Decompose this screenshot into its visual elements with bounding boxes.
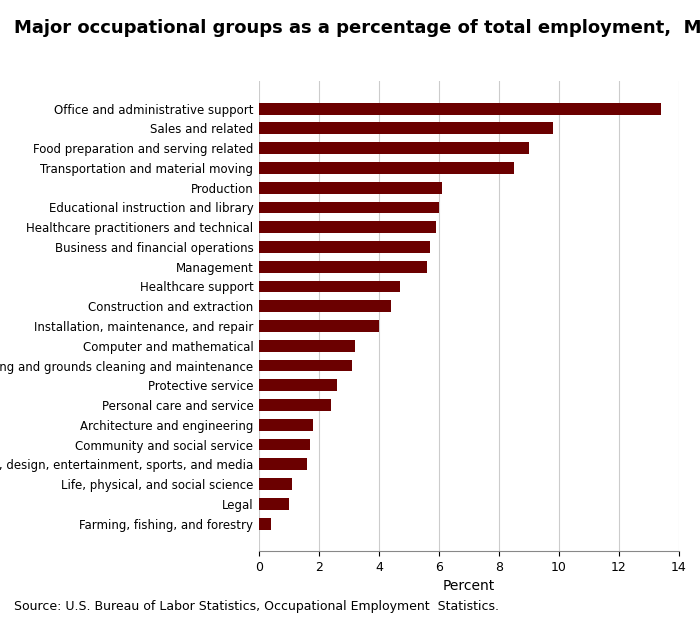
- Bar: [259, 202, 439, 213]
- Bar: [259, 458, 307, 470]
- Text: Major occupational groups as a percentage of total employment,  May 2019: Major occupational groups as a percentag…: [14, 19, 700, 37]
- Bar: [259, 280, 400, 292]
- Bar: [259, 123, 553, 135]
- Bar: [259, 419, 313, 431]
- Bar: [259, 379, 337, 391]
- Bar: [259, 103, 661, 115]
- Bar: [259, 478, 292, 490]
- Bar: [259, 182, 442, 193]
- Bar: [259, 518, 271, 530]
- Bar: [259, 241, 430, 253]
- Bar: [259, 261, 427, 273]
- Bar: [259, 162, 514, 174]
- Bar: [259, 399, 331, 411]
- Bar: [259, 221, 436, 233]
- Bar: [259, 340, 355, 352]
- Bar: [259, 359, 352, 371]
- Text: Source: U.S. Bureau of Labor Statistics, Occupational Employment  Statistics.: Source: U.S. Bureau of Labor Statistics,…: [14, 600, 499, 613]
- Bar: [259, 439, 310, 451]
- Bar: [259, 320, 379, 332]
- Bar: [259, 300, 391, 312]
- Bar: [259, 498, 289, 510]
- Bar: [259, 142, 529, 154]
- X-axis label: Percent: Percent: [443, 579, 495, 593]
